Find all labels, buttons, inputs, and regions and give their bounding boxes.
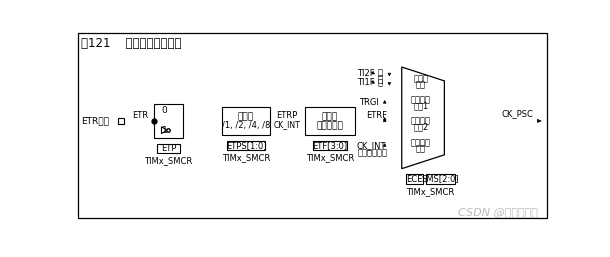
Text: 模式: 模式 bbox=[416, 144, 426, 153]
Bar bbox=[426, 174, 455, 184]
Bar bbox=[406, 174, 423, 184]
Text: CK_INT: CK_INT bbox=[274, 120, 300, 129]
Text: ETRF: ETRF bbox=[367, 111, 387, 120]
Text: /1, /2, /4, /8: /1, /2, /4, /8 bbox=[222, 121, 270, 130]
Text: TI2F: TI2F bbox=[357, 69, 375, 78]
Text: 模式1: 模式1 bbox=[414, 101, 429, 110]
Polygon shape bbox=[383, 100, 386, 103]
Text: TI1F: TI1F bbox=[357, 78, 375, 87]
Bar bbox=[157, 144, 180, 153]
Text: TRGI: TRGI bbox=[359, 98, 379, 107]
Text: 滤波器: 滤波器 bbox=[322, 113, 338, 122]
Text: （内部时钟）: （内部时钟） bbox=[357, 149, 387, 158]
Text: TIMx_SMCR: TIMx_SMCR bbox=[145, 157, 193, 166]
Text: TIMx_SMCR: TIMx_SMCR bbox=[306, 153, 354, 162]
Text: ETR: ETR bbox=[132, 111, 148, 120]
Text: ECE: ECE bbox=[406, 175, 422, 183]
Bar bbox=[222, 107, 270, 135]
Text: ETR引脚: ETR引脚 bbox=[81, 116, 109, 125]
Bar bbox=[228, 141, 265, 150]
Polygon shape bbox=[388, 82, 391, 85]
Text: 外部时钟: 外部时钟 bbox=[411, 116, 431, 125]
Polygon shape bbox=[537, 120, 541, 123]
Polygon shape bbox=[383, 144, 386, 146]
Polygon shape bbox=[371, 71, 375, 74]
Text: 0: 0 bbox=[162, 106, 167, 115]
Text: 内部时钟: 内部时钟 bbox=[411, 138, 431, 147]
Text: 或: 或 bbox=[378, 75, 382, 84]
Text: SMS[2:0]: SMS[2:0] bbox=[422, 175, 459, 183]
Text: 模式2: 模式2 bbox=[414, 123, 429, 132]
Text: 1: 1 bbox=[162, 126, 167, 135]
Bar bbox=[118, 118, 124, 124]
Bar bbox=[305, 107, 355, 135]
Text: CK_PSC: CK_PSC bbox=[501, 109, 534, 118]
Text: 编码器: 编码器 bbox=[414, 74, 428, 83]
Bar bbox=[313, 141, 347, 150]
Text: ETRP: ETRP bbox=[276, 111, 298, 120]
Text: 外部时钟: 外部时钟 bbox=[411, 95, 431, 104]
Text: CK_INT: CK_INT bbox=[357, 141, 386, 150]
Text: ETPS[1:0]: ETPS[1:0] bbox=[226, 141, 266, 150]
Text: TIMx_SMCR: TIMx_SMCR bbox=[406, 187, 454, 196]
Text: 图121    外部触发输入框图: 图121 外部触发输入框图 bbox=[81, 37, 181, 50]
Text: 分频器: 分频器 bbox=[238, 113, 254, 122]
Polygon shape bbox=[383, 117, 386, 120]
Polygon shape bbox=[388, 73, 391, 76]
Text: 或: 或 bbox=[378, 78, 382, 87]
Text: 或: 或 bbox=[378, 69, 382, 78]
Text: 模式: 模式 bbox=[416, 80, 426, 89]
Bar bbox=[154, 104, 183, 138]
Text: ETF[3:0]: ETF[3:0] bbox=[312, 141, 348, 150]
Polygon shape bbox=[371, 80, 375, 83]
Polygon shape bbox=[383, 119, 386, 122]
Text: ETP: ETP bbox=[161, 144, 176, 153]
Text: CSDN @李小阳先森: CSDN @李小阳先森 bbox=[458, 207, 537, 217]
Text: TIMx_SMCR: TIMx_SMCR bbox=[222, 153, 270, 162]
Text: 向下计数器: 向下计数器 bbox=[317, 121, 343, 130]
